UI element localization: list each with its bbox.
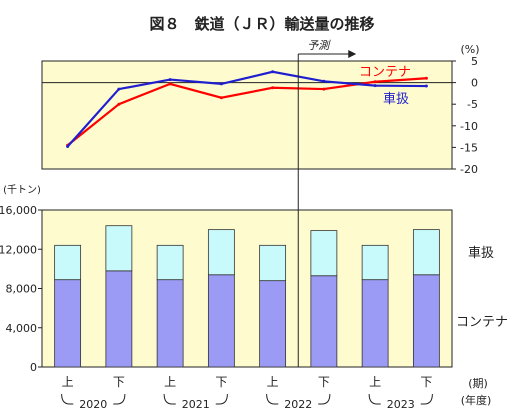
volume-panel: 16,00012,0008,0004,0000(千トン)上下上下上下上下車扱コン… xyxy=(0,39,508,411)
year-bracket xyxy=(266,393,331,405)
percent-unit-label: (%) xyxy=(460,43,479,56)
top-plot-area xyxy=(41,60,453,170)
top-y-tick-label: 5 xyxy=(471,55,478,68)
x-tick-label: 上 xyxy=(267,375,279,389)
top-y-tick-label: 0 xyxy=(471,77,478,90)
series-point-車扱 xyxy=(373,84,377,88)
bar-車扱 xyxy=(412,229,440,276)
series-line-コンテナ xyxy=(66,77,427,147)
bar-車扱 xyxy=(310,230,338,277)
top-y-tick-label: -20 xyxy=(460,163,478,176)
top-y-tick-label: -5 xyxy=(467,98,478,111)
series-point-車扱 xyxy=(271,70,275,74)
top-y-tick-label: -15 xyxy=(460,141,478,154)
bar-コンテナ xyxy=(259,280,287,368)
year-label: 2023 xyxy=(387,398,415,411)
series-point-コンテナ xyxy=(271,86,275,90)
bar-車扱 xyxy=(207,229,235,276)
bar-車扱 xyxy=(105,225,133,272)
series-point-コンテナ xyxy=(373,80,377,84)
bottom-y-tick-label: 16,000 xyxy=(0,204,37,217)
series-point-コンテナ xyxy=(424,76,428,80)
series-point-コンテナ xyxy=(168,82,172,86)
bar-車扱 xyxy=(259,244,287,282)
series-point-コンテナ xyxy=(117,102,121,106)
forecast-label: 予測 xyxy=(307,39,331,52)
series-line-車扱 xyxy=(66,70,427,148)
bar-コンテナ xyxy=(361,279,389,368)
bar-コンテナ xyxy=(207,274,235,368)
series-point-車扱 xyxy=(322,79,326,83)
x-tick-label: 下 xyxy=(420,375,432,389)
bar-コンテナ xyxy=(310,275,338,368)
x-tick-label: 上 xyxy=(164,375,176,389)
tonnage-unit-label: (千トン) xyxy=(3,184,41,196)
year-label: 2020 xyxy=(79,398,107,411)
series-point-コンテナ xyxy=(322,87,326,91)
bottom-y-tick-label: 12,000 xyxy=(0,243,37,256)
series-point-車扱 xyxy=(219,82,223,86)
bar-車扱 xyxy=(361,244,389,281)
year-bracket xyxy=(61,393,126,405)
series-point-車扱 xyxy=(66,145,70,149)
series-point-車扱 xyxy=(117,87,121,91)
top-y-tick-label: -10 xyxy=(460,120,478,133)
year-label: 2021 xyxy=(182,398,210,411)
chart-title: 図８ 鉄道（ＪＲ）輸送量の推移 xyxy=(149,15,374,33)
x-tick-label: 下 xyxy=(215,375,227,389)
x-tick-label: 上 xyxy=(62,375,74,389)
year-bracket xyxy=(163,393,228,405)
bar-車扱 xyxy=(156,244,184,281)
series-point-車扱 xyxy=(424,84,428,88)
bottom-y-tick-label: 8,000 xyxy=(6,283,38,296)
legend-rail-car: 車扱 xyxy=(383,92,409,107)
bar-車扱 xyxy=(54,244,82,281)
bar-コンテナ xyxy=(412,274,440,368)
bar-コンテナ xyxy=(156,279,184,368)
bar-コンテナ xyxy=(54,279,82,368)
fiscal-year-label: (年度) xyxy=(461,393,492,407)
year-bracket xyxy=(368,393,433,405)
legend-container-bar: コンテナ xyxy=(456,315,508,330)
series-point-車扱 xyxy=(168,78,172,82)
series-point-コンテナ xyxy=(219,96,223,100)
x-tick-label: 上 xyxy=(369,375,381,389)
forecast-arrow-head xyxy=(348,50,357,58)
period-label: (期) xyxy=(468,377,488,390)
x-tick-label: 下 xyxy=(318,375,330,389)
legend-container: コンテナ xyxy=(359,65,411,80)
bottom-y-tick-label: 0 xyxy=(30,361,37,374)
year-label: 2022 xyxy=(284,398,312,411)
bar-コンテナ xyxy=(105,270,133,368)
legend-rail-car-bar: 車扱 xyxy=(468,246,494,261)
bottom-plot-area xyxy=(41,209,453,368)
bottom-y-tick-label: 4,000 xyxy=(6,322,38,335)
x-tick-label: 下 xyxy=(113,375,125,389)
